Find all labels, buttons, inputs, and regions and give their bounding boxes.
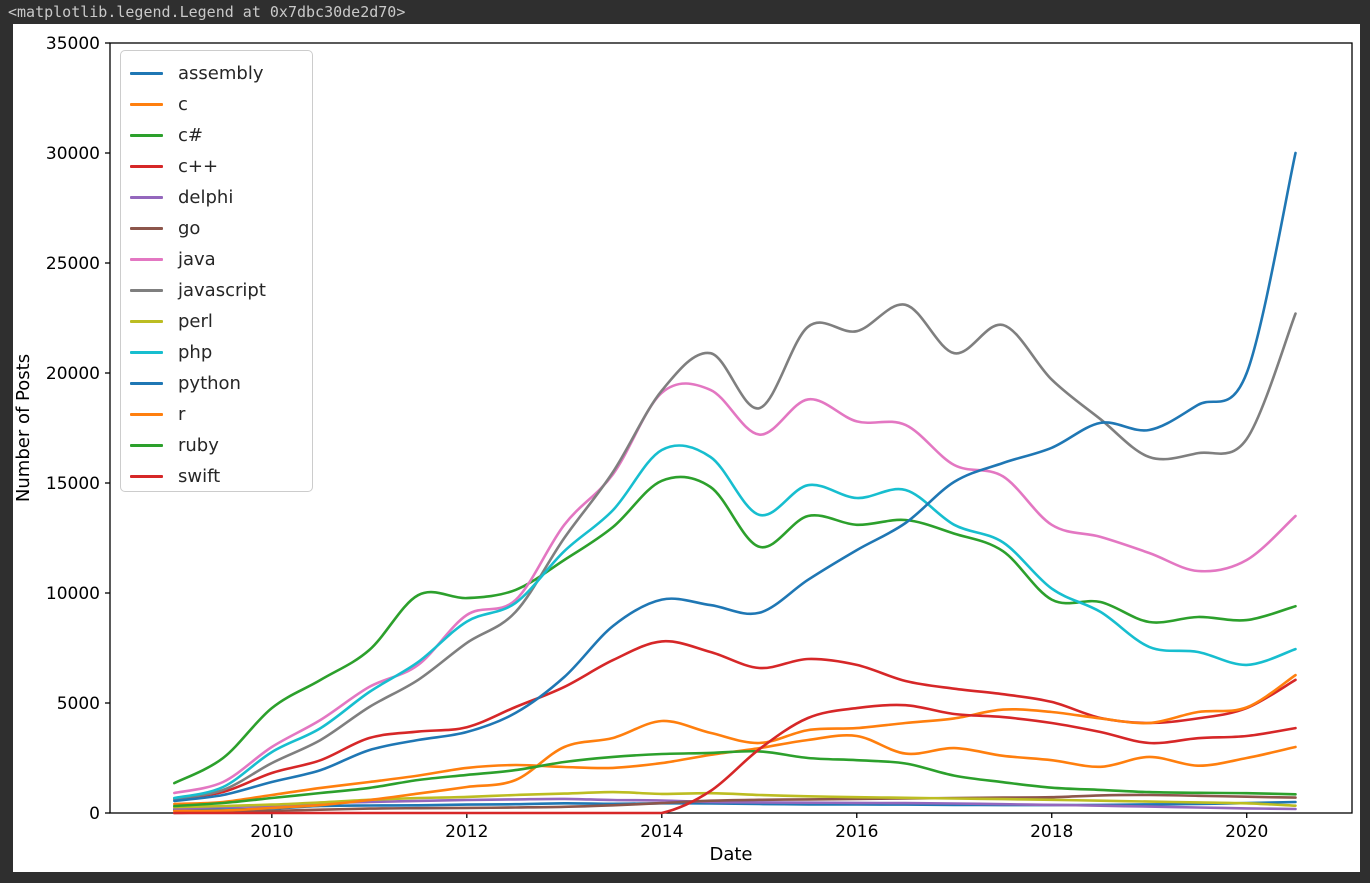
x-tick-label: 2012 — [445, 822, 488, 842]
legend-item-javascript: javascript — [121, 275, 312, 306]
output-repr-bar: <matplotlib.legend.Legend at 0x7dbc30de2… — [0, 0, 1370, 24]
legend-item-python: python — [121, 368, 312, 399]
legend-swatch-swift — [130, 474, 163, 479]
series-line-swift — [173, 703, 1297, 815]
y-tick-label: 5000 — [57, 694, 100, 714]
series-line-java — [173, 382, 1297, 795]
series-line-python — [173, 151, 1297, 803]
series-line-delphi — [173, 797, 1297, 811]
legend-label: go — [178, 217, 201, 239]
legend-item-php: php — [121, 337, 312, 368]
y-tick-label: 35000 — [46, 34, 100, 54]
y-tick-label: 30000 — [46, 144, 100, 164]
y-tick-label: 10000 — [46, 584, 100, 604]
legend-swatch-perl — [130, 319, 163, 324]
legend-label: c# — [178, 124, 203, 146]
legend-item-go: go — [121, 213, 312, 244]
chart-legend: assembly c c# c++ delphi go java javascript perl… — [120, 50, 313, 492]
series-line-php — [173, 444, 1297, 800]
series-line-go — [173, 793, 1297, 815]
legend-item-c: c — [121, 89, 312, 120]
x-tick-label: 2020 — [1225, 822, 1268, 842]
y-tick-label: 15000 — [46, 474, 100, 494]
x-tick-label: 2014 — [640, 822, 683, 842]
legend-item-c++: c++ — [121, 151, 312, 182]
series-line-r — [173, 673, 1297, 813]
legend-item-swift: swift — [121, 461, 312, 492]
legend-label: ruby — [178, 434, 219, 456]
legend-label: perl — [178, 310, 213, 332]
legend-item-delphi: delphi — [121, 182, 312, 213]
legend-label: javascript — [178, 279, 266, 301]
y-axis-label: Number of Posts — [13, 354, 34, 502]
x-tick-label: 2010 — [250, 822, 293, 842]
legend-item-ruby: ruby — [121, 430, 312, 461]
axes-spines — [109, 42, 1353, 814]
legend-item-perl: perl — [121, 306, 312, 337]
legend-swatch-c++ — [130, 164, 163, 169]
legend-swatch-php — [130, 350, 163, 355]
series-line-c++ — [173, 639, 1297, 801]
series-line-javascript — [173, 303, 1297, 800]
legend-label: r — [178, 403, 186, 425]
legend-item-r: r — [121, 399, 312, 430]
x-tick-label: 2018 — [1030, 822, 1073, 842]
legend-swatch-delphi — [130, 195, 163, 200]
chart-canvas: 2010 2012 2014 2016 2018 2020 0 5000 10000 15000 2… — [13, 34, 1353, 865]
legend-swatch-go — [130, 226, 163, 231]
legend-label: python — [178, 372, 241, 394]
series-line-ruby — [173, 749, 1297, 808]
legend-label: c — [178, 93, 188, 115]
legend-label: php — [178, 341, 213, 363]
legend-item-c#: c# — [121, 120, 312, 151]
legend-item-assembly: assembly — [121, 58, 312, 89]
legend-item-java: java — [121, 244, 312, 275]
legend-label: c++ — [178, 155, 219, 177]
legend-swatch-r — [130, 412, 163, 417]
legend-label: delphi — [178, 186, 234, 208]
legend-label: swift — [178, 465, 221, 487]
x-tick-label: 2016 — [835, 822, 878, 842]
y-tick-label: 0 — [89, 804, 100, 824]
legend-repr-text: <matplotlib.legend.Legend at 0x7dbc30de2… — [8, 3, 406, 21]
y-tick-label: 25000 — [46, 254, 100, 274]
legend-swatch-java — [130, 257, 163, 262]
legend-label: java — [178, 248, 216, 270]
legend-swatch-c — [130, 102, 163, 107]
legend-swatch-assembly — [130, 71, 163, 76]
series-line-c# — [173, 475, 1297, 785]
x-axis-label: Date — [709, 844, 752, 865]
legend-swatch-javascript — [130, 288, 163, 293]
matplotlib-figure: 2010 2012 2014 2016 2018 2020 0 5000 10000 15000 2… — [13, 24, 1360, 872]
y-tick-label: 20000 — [46, 364, 100, 384]
legend-label: assembly — [178, 62, 264, 84]
legend-swatch-python — [130, 381, 163, 386]
legend-swatch-c# — [130, 133, 163, 138]
legend-swatch-ruby — [130, 443, 163, 448]
